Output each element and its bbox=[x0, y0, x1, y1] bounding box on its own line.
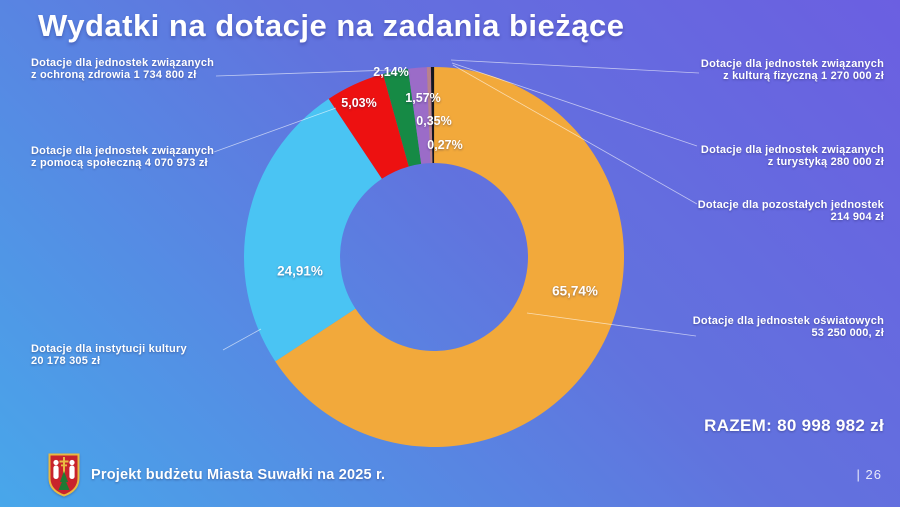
label-line: 214 904 zł bbox=[830, 210, 884, 223]
label-line: z pomocą społeczną 4 070 973 zł bbox=[31, 156, 208, 169]
slide-title: Wydatki na dotacje na zadania bieżące bbox=[38, 8, 625, 43]
label-line: Dotacje dla jednostek oświatowych bbox=[692, 315, 884, 327]
callout-line-0 bbox=[215, 69, 392, 77]
page-number: | 26 bbox=[856, 467, 882, 482]
pct-label-turystyka: 0,35% bbox=[416, 114, 452, 128]
label-line: Dotacje dla jednostek związanych bbox=[31, 145, 215, 157]
label-pozostale-jednostki: Dotacje dla pozostałych jednostek 214 90… bbox=[697, 199, 884, 223]
label-turystyka: Dotacje dla jednostek związanych z turys… bbox=[700, 144, 884, 168]
label-jednostki-oswiatowe: Dotacje dla jednostek oświatowych 53 250… bbox=[692, 315, 884, 339]
callout-line-1 bbox=[213, 107, 337, 153]
label-line: Dotacje dla jednostek związanych bbox=[31, 57, 215, 69]
pct-label-zdrowie: 2,14% bbox=[373, 65, 409, 79]
callout-line-4 bbox=[451, 62, 698, 147]
pie-slice-2[interactable] bbox=[328, 73, 409, 179]
footer-text: Projekt budżetu Miasta Suwałki na 2025 r… bbox=[91, 467, 386, 483]
label-line: Dotacje dla jednostek związanych bbox=[700, 58, 884, 70]
label-line: Dotacje dla pozostałych jednostek bbox=[697, 199, 884, 211]
pct-label-pomoc: 5,03% bbox=[341, 96, 377, 110]
label-kultura-fizyczna: Dotacje dla jednostek związanych z kultu… bbox=[700, 58, 884, 82]
pie-slice-0[interactable] bbox=[275, 67, 625, 448]
label-line: z turystyką 280 000 zł bbox=[767, 155, 884, 168]
label-line: 53 250 000, zł bbox=[811, 326, 884, 339]
pie-slice-3[interactable] bbox=[383, 68, 422, 167]
pct-label-kultura-fiz: 1,57% bbox=[405, 91, 441, 105]
label-line: z ochroną zdrowia 1 734 800 zł bbox=[31, 68, 197, 81]
pct-label-kultura: 24,91% bbox=[277, 263, 323, 279]
pie-slice-4[interactable] bbox=[408, 67, 431, 164]
label-line: Dotacje dla instytucji kultury bbox=[31, 343, 187, 355]
pct-label-pozostale: 0,27% bbox=[427, 138, 463, 152]
label-line: Dotacje dla jednostek związanych bbox=[700, 144, 884, 156]
suwalki-coat-of-arms-icon bbox=[48, 453, 80, 497]
label-line: 20 178 305 zł bbox=[31, 354, 101, 367]
callout-line-2 bbox=[222, 328, 262, 351]
pie-slice-6[interactable] bbox=[430, 67, 435, 164]
total-label: RAZEM: 80 998 982 zł bbox=[704, 416, 884, 435]
label-instytucje-kultury: Dotacje dla instytucji kultury 20 178 30… bbox=[31, 343, 187, 367]
pie-slice-1[interactable] bbox=[244, 98, 382, 362]
pct-label-oswiatowe: 65,74% bbox=[552, 283, 598, 299]
callout-line-3 bbox=[450, 59, 700, 74]
label-ochrona-zdrowia: Dotacje dla jednostek związanych z ochro… bbox=[31, 57, 215, 81]
label-pomoc-spoleczna: Dotacje dla jednostek związanych z pomoc… bbox=[31, 145, 215, 169]
callout-line-5 bbox=[452, 64, 698, 205]
footer: Projekt budżetu Miasta Suwałki na 2025 r… bbox=[48, 452, 385, 498]
label-line: z kulturą fizyczną 1 270 000 zł bbox=[723, 69, 884, 82]
pie-slice-5[interactable] bbox=[426, 67, 433, 164]
callout-line-6 bbox=[526, 312, 697, 337]
